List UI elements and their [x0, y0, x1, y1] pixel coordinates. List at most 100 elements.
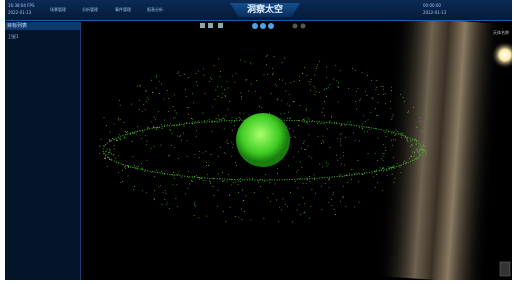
debris [311, 189, 312, 190]
app: 16:38:04 FPS 2022-01-13 场景管理 分析管理 事件管理 报… [5, 0, 512, 280]
debris [315, 193, 316, 194]
debris [305, 149, 306, 150]
debris [235, 216, 236, 217]
debris [392, 117, 393, 118]
tool-button[interactable] [301, 24, 306, 29]
debris [156, 170, 157, 171]
debris [177, 206, 178, 207]
tool-button[interactable] [208, 23, 213, 28]
debris [327, 166, 328, 167]
debris [343, 196, 344, 197]
debris [293, 130, 294, 131]
debris [394, 165, 395, 166]
debris [114, 145, 115, 146]
debris [343, 152, 344, 153]
debris [383, 144, 384, 145]
debris [178, 72, 179, 73]
debris [328, 163, 329, 164]
debris [229, 101, 230, 102]
debris [368, 119, 369, 120]
tool-button[interactable] [293, 24, 298, 29]
debris [284, 113, 285, 114]
debris [251, 84, 252, 85]
debris [414, 152, 415, 153]
debris [325, 183, 326, 184]
debris [197, 85, 198, 86]
debris [173, 175, 174, 176]
tool-button[interactable] [252, 23, 258, 29]
tool-button[interactable] [200, 23, 205, 28]
debris [126, 132, 127, 133]
debris [304, 149, 305, 150]
debris [161, 145, 162, 146]
debris [161, 124, 162, 125]
debris [359, 141, 360, 142]
debris [217, 206, 218, 207]
debris [414, 156, 415, 157]
debris [138, 166, 139, 167]
debris [373, 176, 374, 177]
debris [304, 141, 305, 142]
debris [360, 99, 361, 100]
tool-button[interactable] [268, 23, 274, 29]
debris [185, 193, 186, 194]
tool-button[interactable] [260, 23, 266, 29]
debris [144, 171, 145, 172]
menu-item[interactable]: 事件管理 [115, 7, 131, 13]
debris [314, 75, 315, 76]
debris [118, 120, 119, 121]
debris [363, 169, 364, 170]
debris [169, 129, 170, 130]
debris [407, 112, 408, 113]
debris [166, 193, 167, 194]
debris [168, 155, 169, 156]
debris [406, 162, 407, 163]
debris [243, 113, 244, 114]
debris [240, 93, 241, 94]
debris [290, 192, 291, 193]
debris [110, 159, 111, 160]
debris [375, 153, 376, 154]
debris [176, 113, 177, 114]
debris [127, 131, 128, 132]
debris [170, 130, 171, 131]
debris [231, 156, 232, 157]
debris [261, 107, 262, 108]
debris [156, 77, 157, 78]
debris [271, 93, 272, 94]
debris [222, 172, 223, 173]
debris [393, 157, 394, 158]
debris [228, 174, 229, 175]
debris [276, 200, 277, 201]
debris [282, 62, 283, 63]
debris [273, 56, 274, 57]
debris [203, 180, 204, 181]
debris [189, 184, 190, 185]
debris [212, 122, 213, 123]
menu-item[interactable]: 分析管理 [82, 7, 98, 13]
debris [298, 151, 299, 152]
debris [397, 131, 398, 132]
debris [283, 198, 284, 199]
debris [206, 162, 207, 163]
debris [267, 74, 268, 75]
debris [383, 86, 384, 87]
debris [350, 121, 351, 122]
compass[interactable] [500, 262, 510, 276]
debris [148, 99, 149, 100]
menu-item[interactable]: 报表分析 [147, 7, 163, 13]
debris [217, 86, 218, 87]
debris [326, 66, 327, 67]
debris [343, 156, 344, 157]
debris [322, 136, 323, 137]
tool-button[interactable] [218, 23, 223, 28]
debris [308, 81, 309, 82]
sidebar-item[interactable]: 卫星1 [8, 34, 19, 40]
debris [300, 178, 301, 179]
debris [404, 161, 405, 162]
debris [145, 135, 146, 136]
debris [300, 105, 301, 106]
debris [308, 145, 309, 146]
debris [209, 181, 210, 182]
menu-item[interactable]: 场景管理 [50, 7, 66, 13]
